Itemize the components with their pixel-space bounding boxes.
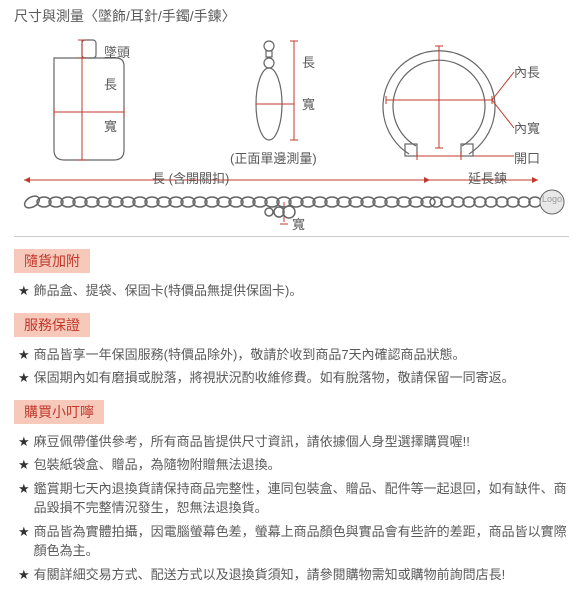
bullet-line: ★飾品盒、提袋、保固卡(特價品無提供保固卡)。 [18, 281, 569, 301]
bullet-text: 保固期內如有磨損或脫落，將視狀況酌收維修費。如有脫落物，敬請保留一同寄返。 [34, 368, 569, 388]
bullet-text: 有關詳細交易方式、配送方式以及退換貨須知，請參閱購物需知或購物前詢問店長! [34, 565, 569, 585]
bullet-text: 商品皆享一年保固服務(特價品除外)，敬請於收到商品7天內確認商品狀態。 [34, 345, 569, 365]
warranty-list: ★商品皆享一年保固服務(特價品除外)，敬請於收到商品7天內確認商品狀態。★保固期… [14, 345, 569, 388]
chain-length-label: 長 (含開關扣) [152, 168, 229, 187]
star-icon: ★ [18, 455, 30, 475]
bullet-line: ★麻豆佩帶僅供參考，所有商品皆提供尺寸資訊，請依據個人身型選擇購買喔!! [18, 432, 569, 452]
diagram-bottom: 長 (含開關扣) 延長鍊 寬 Logo [14, 172, 569, 232]
bullet-text: 包裝紙袋盒、贈品，為隨物附贈無法退換。 [34, 455, 569, 475]
section-header-included: 隨貨加附 [14, 249, 90, 273]
chain-width-label: 寬 [292, 214, 305, 233]
star-icon: ★ [18, 281, 30, 301]
logo-label: Logo [542, 194, 562, 204]
star-icon: ★ [18, 345, 30, 365]
chain-extension-label: 延長鍊 [468, 168, 507, 187]
divider [14, 236, 569, 237]
star-icon: ★ [18, 565, 30, 585]
section-header-notes: 購買小叮嚀 [14, 400, 104, 424]
bullet-text: 麻豆佩帶僅供參考，所有商品皆提供尺寸資訊，請依據個人身型選擇購買喔!! [34, 432, 569, 452]
bullet-text: 飾品盒、提袋、保固卡(特價品無提供保固卡)。 [34, 281, 569, 301]
bracelet-innerwidth-label: 內寬 [514, 118, 540, 137]
earring-width-label: 寬 [302, 94, 315, 113]
earring-note-label: (正面單邊測量) [230, 148, 317, 167]
bracelet-innerlength-label: 內長 [514, 62, 540, 81]
pendant-head-label: 墜頭 [104, 42, 130, 61]
star-icon: ★ [18, 479, 30, 518]
pendant-length-label: 長 [104, 74, 117, 93]
notes-list: ★麻豆佩帶僅供參考，所有商品皆提供尺寸資訊，請依據個人身型選擇購買喔!!★包裝紙… [14, 432, 569, 585]
bracelet-opening-label: 開口 [514, 148, 540, 167]
bullet-text: 商品皆為實體拍攝，因電腦螢幕色差，螢幕上商品顏色與實品會有些許的差距，商品皆以實… [34, 522, 569, 561]
included-list: ★飾品盒、提袋、保固卡(特價品無提供保固卡)。 [14, 281, 569, 301]
bullet-line: ★商品皆享一年保固服務(特價品除外)，敬請於收到商品7天內確認商品狀態。 [18, 345, 569, 365]
bullet-line: ★包裝紙袋盒、贈品，為隨物附贈無法退換。 [18, 455, 569, 475]
bullet-text: 鑑賞期七天內退換貨請保持商品完整性，連同包裝盒、贈品、配件等一起退回，如有缺件、… [34, 479, 569, 518]
bullet-line: ★保固期內如有磨損或脫落，將視狀況酌收維修費。如有脫落物，敬請保留一同寄返。 [18, 368, 569, 388]
star-icon: ★ [18, 522, 30, 561]
diagram-top: 墜頭 長 寬 長 寬 (正面單邊測量) 內長 內寬 開口 [14, 32, 569, 168]
star-icon: ★ [18, 432, 30, 452]
section-header-warranty: 服務保證 [14, 313, 90, 337]
pendant-width-label: 寬 [104, 116, 117, 135]
bullet-line: ★鑑賞期七天內退換貨請保持商品完整性，連同包裝盒、贈品、配件等一起退回，如有缺件… [18, 479, 569, 518]
bullet-line: ★商品皆為實體拍攝，因電腦螢幕色差，螢幕上商品顏色與實品會有些許的差距，商品皆以… [18, 522, 569, 561]
page-title: 尺寸與測量〈墜飾/耳針/手鐲/手鍊〉 [14, 6, 569, 26]
star-icon: ★ [18, 368, 30, 388]
bullet-line: ★有關詳細交易方式、配送方式以及退換貨須知，請參閱購物需知或購物前詢問店長! [18, 565, 569, 585]
earring-length-label: 長 [302, 52, 315, 71]
